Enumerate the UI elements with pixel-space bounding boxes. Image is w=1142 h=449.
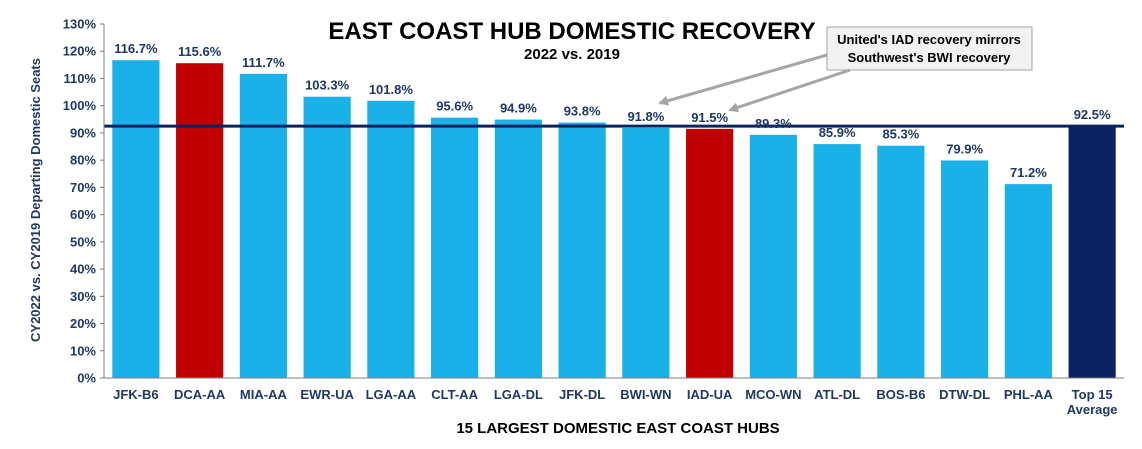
bar-lga-aa: [367, 100, 415, 378]
bar-jfk-b6: [112, 60, 160, 378]
y-tick-label: 40%: [70, 262, 96, 277]
x-tick-label: DTW-DL: [939, 387, 990, 402]
y-tick-label: 80%: [70, 153, 96, 168]
x-tick-label-line: JFK-DL: [559, 387, 605, 402]
y-tick-label: 100%: [63, 98, 97, 113]
y-axis-title: CY2022 vs. CY2019 Departing Domestic Sea…: [28, 58, 43, 342]
x-tick-label: MIA-AA: [240, 387, 288, 402]
x-tick-label-line: EWR-UA: [300, 387, 354, 402]
y-tick-label: 10%: [70, 343, 96, 358]
y-tick-label: 70%: [70, 180, 96, 195]
y-tick-label: 20%: [70, 316, 96, 331]
x-tick-label: CLT-AA: [431, 387, 478, 402]
bar-ewr-ua: [303, 96, 351, 379]
x-tick-label: Top 15 Average: [1067, 387, 1118, 417]
x-tick-label-line: PHL-AA: [1004, 387, 1054, 402]
y-tick-label: 60%: [70, 207, 96, 222]
bar-lga-dl: [494, 119, 542, 378]
x-tick-label: LGA-DL: [494, 387, 543, 402]
x-tick-label: BWI-WN: [620, 387, 671, 402]
bar-dtw-dl: [941, 160, 989, 378]
x-tick-label-line: IAD-UA: [687, 387, 733, 402]
data-label: 89.3%: [755, 116, 792, 131]
annotation-arrow-iad: [728, 68, 851, 113]
x-tick-label-line: BOS-B6: [876, 387, 925, 402]
bar-iad-ua: [686, 128, 734, 378]
bar-bos-b6: [877, 145, 925, 378]
x-tick-label-line: JFK-B6: [113, 387, 159, 402]
x-tick-label-line: Top 15: [1072, 387, 1113, 402]
data-label: 116.7%: [114, 41, 158, 56]
y-tick-label: 110%: [63, 71, 96, 86]
annotation-line-1: United's IAD recovery mirrors: [837, 32, 1021, 47]
y-tick-label: 120%: [63, 44, 97, 59]
data-label: 101.8%: [369, 82, 414, 97]
data-label: 85.9%: [819, 125, 856, 140]
data-label: 91.5%: [691, 110, 728, 125]
y-tick-label: 0%: [77, 371, 96, 386]
x-tick-label: IAD-UA: [687, 387, 733, 402]
x-tick-label-line: DCA-AA: [174, 387, 226, 402]
x-tick-label: LGA-AA: [366, 387, 417, 402]
bar-jfk-dl: [558, 122, 606, 378]
y-tick-label: 30%: [70, 289, 96, 304]
y-tick-label: 90%: [70, 125, 96, 140]
x-tick-label-line: Average: [1067, 402, 1118, 417]
y-tick-label: 130%: [63, 17, 97, 32]
data-label: 111.7%: [242, 55, 285, 70]
x-tick-label-line: BWI-WN: [620, 387, 671, 402]
bar-mco-wn: [749, 134, 797, 378]
bar-dca-aa: [176, 63, 224, 379]
x-tick-label: JFK-DL: [559, 387, 605, 402]
bar-atl-dl: [813, 144, 861, 378]
chart-subtitle: 2022 vs. 2019: [524, 46, 620, 63]
annotation-box: [826, 26, 1033, 71]
x-tick-label: DCA-AA: [174, 387, 226, 402]
data-label: 92.5%: [1074, 107, 1111, 122]
bar-top-15: [1068, 126, 1116, 379]
bar-phl-aa: [1004, 184, 1052, 378]
data-label: 71.2%: [1010, 165, 1047, 180]
bar-mia-aa: [239, 73, 287, 378]
bar-clt-aa: [431, 117, 479, 379]
x-tick-label-line: MIA-AA: [240, 387, 288, 402]
data-label: 115.6%: [178, 44, 222, 59]
x-tick-label-line: LGA-AA: [366, 387, 417, 402]
annotation-arrow-bwi: [658, 53, 828, 106]
x-tick-label: JFK-B6: [113, 387, 159, 402]
x-tick-label: ATL-DL: [814, 387, 860, 402]
data-label: 79.9%: [946, 141, 983, 156]
x-tick-label-line: DTW-DL: [939, 387, 990, 402]
x-tick-label: MCO-WN: [745, 387, 801, 402]
annotation-callout: United's IAD recovery mirrors Southwest'…: [658, 26, 1033, 113]
data-label: 85.3%: [882, 127, 919, 142]
annotation-line-2: Southwest's BWI recovery: [848, 50, 1012, 65]
x-tick-label-line: LGA-DL: [494, 387, 543, 402]
data-label: 93.8%: [564, 104, 601, 119]
data-label: 94.9%: [500, 101, 537, 116]
x-tick-label-line: CLT-AA: [431, 387, 478, 402]
data-label: 95.6%: [436, 99, 473, 114]
y-tick-label: 50%: [70, 234, 96, 249]
x-tick-label: PHL-AA: [1004, 387, 1054, 402]
x-tick-label: BOS-B6: [876, 387, 925, 402]
x-tick-label-line: ATL-DL: [814, 387, 860, 402]
x-tick-label-line: MCO-WN: [745, 387, 801, 402]
chart-title: EAST COAST HUB DOMESTIC RECOVERY: [328, 18, 815, 45]
x-axis-title: 15 LARGEST DOMESTIC EAST COAST HUBS: [456, 420, 779, 437]
bar-bwi-wn: [622, 128, 670, 378]
data-label: 103.3%: [305, 78, 350, 93]
data-label: 91.8%: [627, 109, 664, 124]
x-tick-label: EWR-UA: [300, 387, 354, 402]
